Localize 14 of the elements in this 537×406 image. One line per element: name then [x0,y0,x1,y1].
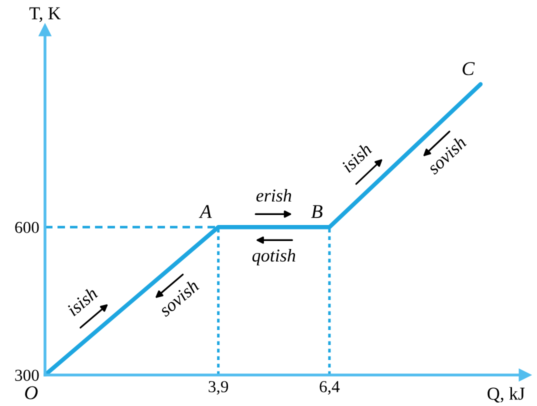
annotation: B [311,205,322,218]
annotation: qotish [252,248,296,266]
x-tick-label: 6,4 [320,381,340,395]
y-tick-label: 300 [15,370,39,381]
annotation: A [198,205,212,218]
y-tick-label: 600 [15,222,39,234]
annotation: C [462,62,475,76]
annotation: erish [256,188,292,202]
y-axis-title: T, K [29,7,61,22]
annotation: isish [66,286,98,316]
x-tick-label: 3,9 [208,381,228,395]
annotation: isish [340,142,372,174]
annotation: O [25,386,38,400]
x-axis-title: Q, kJ [488,387,525,403]
